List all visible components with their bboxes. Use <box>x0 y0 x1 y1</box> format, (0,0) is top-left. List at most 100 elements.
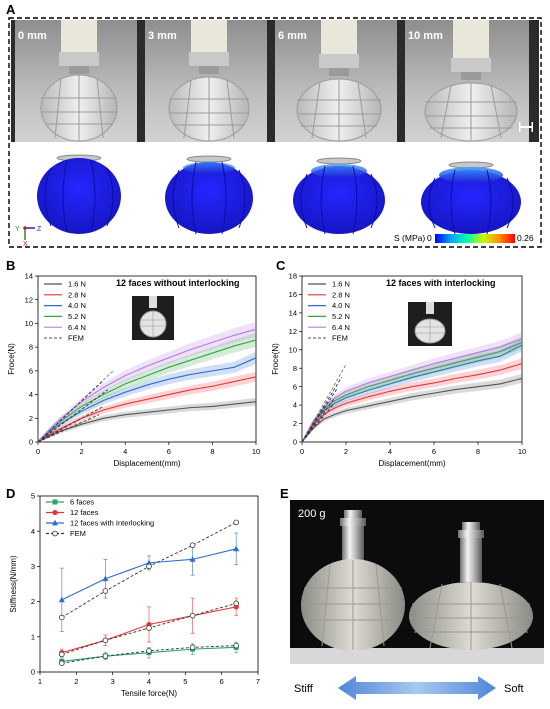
y-tick-label: 1 <box>31 632 35 641</box>
data-point <box>58 660 65 667</box>
photo-label-0mm: 0 mm <box>18 30 47 42</box>
legend-label: 6 faces <box>70 498 94 507</box>
y-tick-label: 12 <box>25 295 33 304</box>
colorbar-label: S (MPa) <box>394 233 425 243</box>
fem-line <box>301 388 338 443</box>
x-tick-label: 4 <box>388 447 392 456</box>
x-tick-label: 6 <box>167 447 171 456</box>
data-point <box>189 612 196 619</box>
chart-title: 12 faces with interlocking <box>386 278 496 288</box>
plot-frame <box>37 275 257 443</box>
fem-line <box>37 414 100 443</box>
y-tick-label: 6 <box>29 366 33 375</box>
y-axis-label: Froce(N) <box>271 343 280 375</box>
x-tick-label: 4 <box>123 447 127 456</box>
legend-label: FEM <box>68 334 84 343</box>
y-tick-label: 2 <box>293 419 297 428</box>
series-band <box>38 321 256 442</box>
series-band <box>38 397 256 442</box>
x-tick-label: 8 <box>210 447 214 456</box>
y-tick-label: 4 <box>29 390 33 399</box>
x-tick-label: 6 <box>220 677 224 686</box>
y-tick-label: 16 <box>289 290 297 299</box>
x-tick-label: 2 <box>80 447 84 456</box>
series-line <box>37 328 257 443</box>
photo-label-3mm: 3 mm <box>148 30 177 42</box>
soft-label: Soft <box>504 683 524 695</box>
data-point <box>233 600 240 607</box>
y-tick-label: 10 <box>289 345 297 354</box>
data-point <box>146 648 152 654</box>
series-band <box>38 371 256 442</box>
legend-label: 2.8 N <box>68 290 86 299</box>
data-point <box>58 596 65 603</box>
fem-ball-2 <box>165 155 253 235</box>
x-tick-label: 0 <box>300 447 304 456</box>
axes-triad-icon: Y Z X <box>15 226 42 246</box>
weight-photo-art <box>290 510 544 664</box>
data-point <box>146 625 152 631</box>
colorbar-max: 0.26 <box>517 233 534 243</box>
y-tick-label: 14 <box>289 308 297 317</box>
x-tick-label: 2 <box>344 447 348 456</box>
plot-frame <box>301 275 523 443</box>
photo-label-6mm: 6 mm <box>278 30 307 42</box>
x-tick-label: 0 <box>36 447 40 456</box>
fem-simulation-row: Y Z X S (MPa) 0 0.26 <box>15 154 534 246</box>
panel-a-border <box>8 17 542 248</box>
legend-label: FEM <box>70 529 86 538</box>
y-tick-label: 5 <box>31 492 35 501</box>
y-tick-label: 4 <box>31 527 35 536</box>
weight-photo: 200 g <box>290 500 544 664</box>
x-tick-label: 10 <box>252 447 260 456</box>
series-band <box>38 351 256 442</box>
series-band <box>302 338 522 442</box>
y-tick-label: 6 <box>293 382 297 391</box>
y-tick-label: 14 <box>25 272 33 281</box>
y-tick-label: 8 <box>293 364 297 373</box>
data-point <box>189 542 196 549</box>
colorbar <box>435 234 515 243</box>
scale-bar-icon <box>519 126 533 128</box>
fem-ball-1 <box>37 154 121 234</box>
series-band <box>302 358 522 442</box>
y-tick-label: 2 <box>29 414 33 423</box>
inset-photo-b <box>132 296 174 340</box>
data-point <box>58 651 65 658</box>
series-line <box>301 363 523 443</box>
y-tick-label: 18 <box>289 272 297 281</box>
legend-label: 5.2 N <box>332 312 350 321</box>
triad-y-label: Y <box>15 226 20 233</box>
triad-z-label: Z <box>37 226 42 233</box>
series-band <box>302 336 522 442</box>
legend-label: 6.4 N <box>332 323 350 332</box>
y-tick-label: 2 <box>31 597 35 606</box>
y-axis-label: Froce(N) <box>7 343 16 375</box>
y-tick-label: 0 <box>29 438 33 447</box>
data-point <box>102 588 109 594</box>
panel-letter-d: D <box>6 486 16 501</box>
chart-c: 0 2 4 6 8 10 0 2 4 6 8 10 12 14 16 18 Displacement(mm) Fr… <box>271 272 526 468</box>
x-axis-label: Displacement(mm) <box>378 459 445 468</box>
panel-letter-b: B <box>6 258 16 273</box>
x-axis-label: Tensile force(N) <box>121 689 177 698</box>
stiff-ball-with-weight <box>301 510 405 651</box>
photo-strip <box>11 20 539 142</box>
series-line <box>37 401 257 443</box>
data-point <box>189 556 196 562</box>
y-tick-label: 12 <box>289 327 297 336</box>
fem-line <box>61 645 237 664</box>
inset-photo-c-art <box>414 302 446 344</box>
colorbar-min: 0 <box>427 233 432 243</box>
x-tick-label: 10 <box>518 447 526 456</box>
legend-marker <box>52 499 58 505</box>
panel-letter-a: A <box>6 2 16 17</box>
panel-letter-c: C <box>276 258 286 273</box>
data-point <box>102 637 109 644</box>
panel-letter-e: E <box>280 486 289 501</box>
y-tick-label: 0 <box>293 438 297 447</box>
legend-marker <box>52 519 58 526</box>
x-tick-label: 7 <box>256 677 260 686</box>
weight-label: 200 g <box>298 508 326 520</box>
